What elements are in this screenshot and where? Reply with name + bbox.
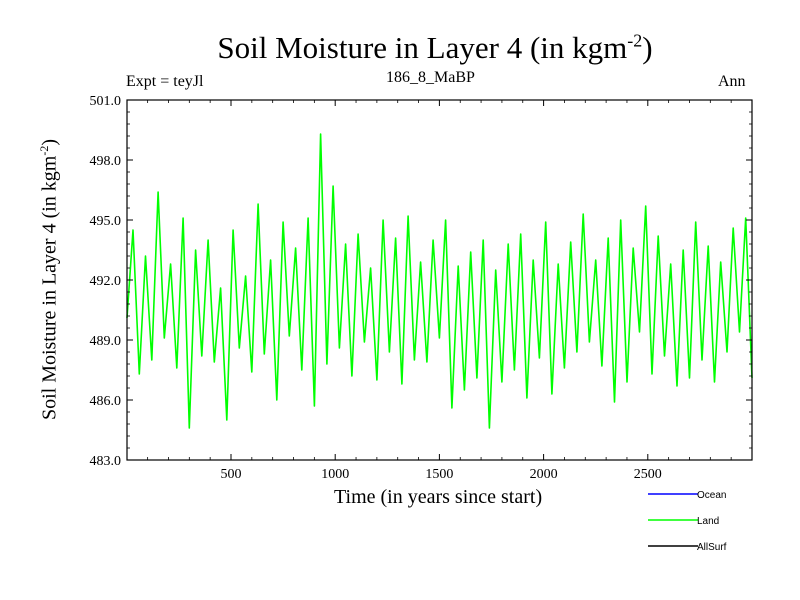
plot-frame bbox=[126, 99, 753, 461]
x-tick-label: 1500 bbox=[425, 467, 453, 482]
series-line-land bbox=[126, 133, 753, 429]
chart-title: Soil Moisture in Layer 4 (in kgm-2) bbox=[217, 30, 653, 65]
y-tick-label: 489.0 bbox=[90, 334, 122, 349]
plot-area: 500 1000 1500 2000 2500 483.0 486.0 489.0 492.0 4… bbox=[90, 94, 753, 482]
season-label: Ann bbox=[718, 73, 746, 90]
x-tick-label: 500 bbox=[220, 467, 241, 482]
y-tick-label: 492.0 bbox=[90, 274, 122, 289]
y-tick-label: 498.0 bbox=[90, 154, 122, 169]
legend-label-ocean: Ocean bbox=[697, 490, 726, 501]
y-tick-label: 483.0 bbox=[90, 454, 122, 469]
experiment-label: Expt = teyJl bbox=[126, 73, 204, 90]
run-label: 186_8_MaBP bbox=[386, 69, 475, 86]
y-tick-label: 495.0 bbox=[90, 214, 122, 229]
legend-label-land: Land bbox=[697, 516, 719, 527]
x-axis-label: Time (in years since start) bbox=[334, 486, 543, 508]
x-tick-label: 2000 bbox=[530, 467, 558, 482]
legend: Ocean Land AllSurf bbox=[648, 490, 727, 553]
y-tick-label: 486.0 bbox=[90, 394, 122, 409]
x-tick-label: 1000 bbox=[321, 467, 349, 482]
y-tick-label: 501.0 bbox=[90, 94, 122, 109]
x-tick-label: 2500 bbox=[634, 467, 662, 482]
legend-label-allsurf: AllSurf bbox=[697, 542, 727, 553]
